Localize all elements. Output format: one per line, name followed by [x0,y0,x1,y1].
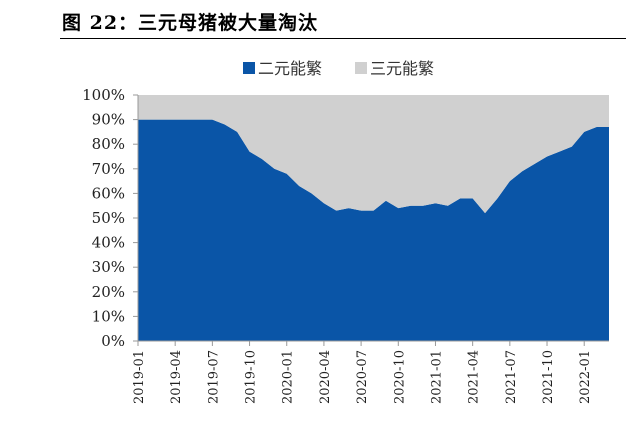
y-tick-label: 10% [92,307,125,325]
x-tick-label: 2019-04 [169,350,184,404]
y-tick-label: 100% [82,86,125,104]
plot-areas [138,95,609,341]
y-tick-label: 40% [92,234,125,252]
y-tick-label: 30% [92,258,125,276]
legend-label-1: 二元能繁 [258,59,322,78]
figure-title: 图 22：三元母猪被大量淘汰 [62,12,319,34]
x-tick-label: 2021-01 [429,350,444,404]
legend: 二元能繁 三元能繁 [243,59,434,78]
y-tick-label: 80% [92,135,125,153]
x-tick-label: 2020-01 [281,350,296,404]
title-rule [60,38,626,39]
series-area-2 [138,95,609,214]
x-tick-label: 2019-01 [132,350,147,404]
y-tick-label: 60% [92,184,125,202]
legend-swatch-1 [243,62,255,74]
x-tick-label: 2020-10 [392,350,407,404]
x-tick-label: 2021-04 [467,350,482,404]
x-tick-label: 2019-07 [206,350,221,404]
y-tick-label: 0% [101,332,125,350]
y-tick-label: 70% [92,160,125,178]
x-tick-label: 2019-10 [244,350,259,404]
legend-label-2: 三元能繁 [370,59,434,78]
axes: 0% 10% 20% 30% 40% 50% 60% 70% 80% 90% 100% 2019-01… [82,86,609,404]
x-tick-label: 2021-07 [504,350,519,404]
y-tick-label: 90% [92,111,125,129]
y-tick-label: 20% [92,283,125,301]
x-tick-label: 2020-07 [355,350,370,404]
series-area-1 [138,119,609,341]
x-tick-label: 2021-10 [541,350,556,404]
y-tick-label: 50% [92,209,125,227]
x-tick-label: 2022-01 [578,350,593,404]
x-tick-label: 2020-04 [318,350,333,404]
legend-swatch-2 [355,62,367,74]
